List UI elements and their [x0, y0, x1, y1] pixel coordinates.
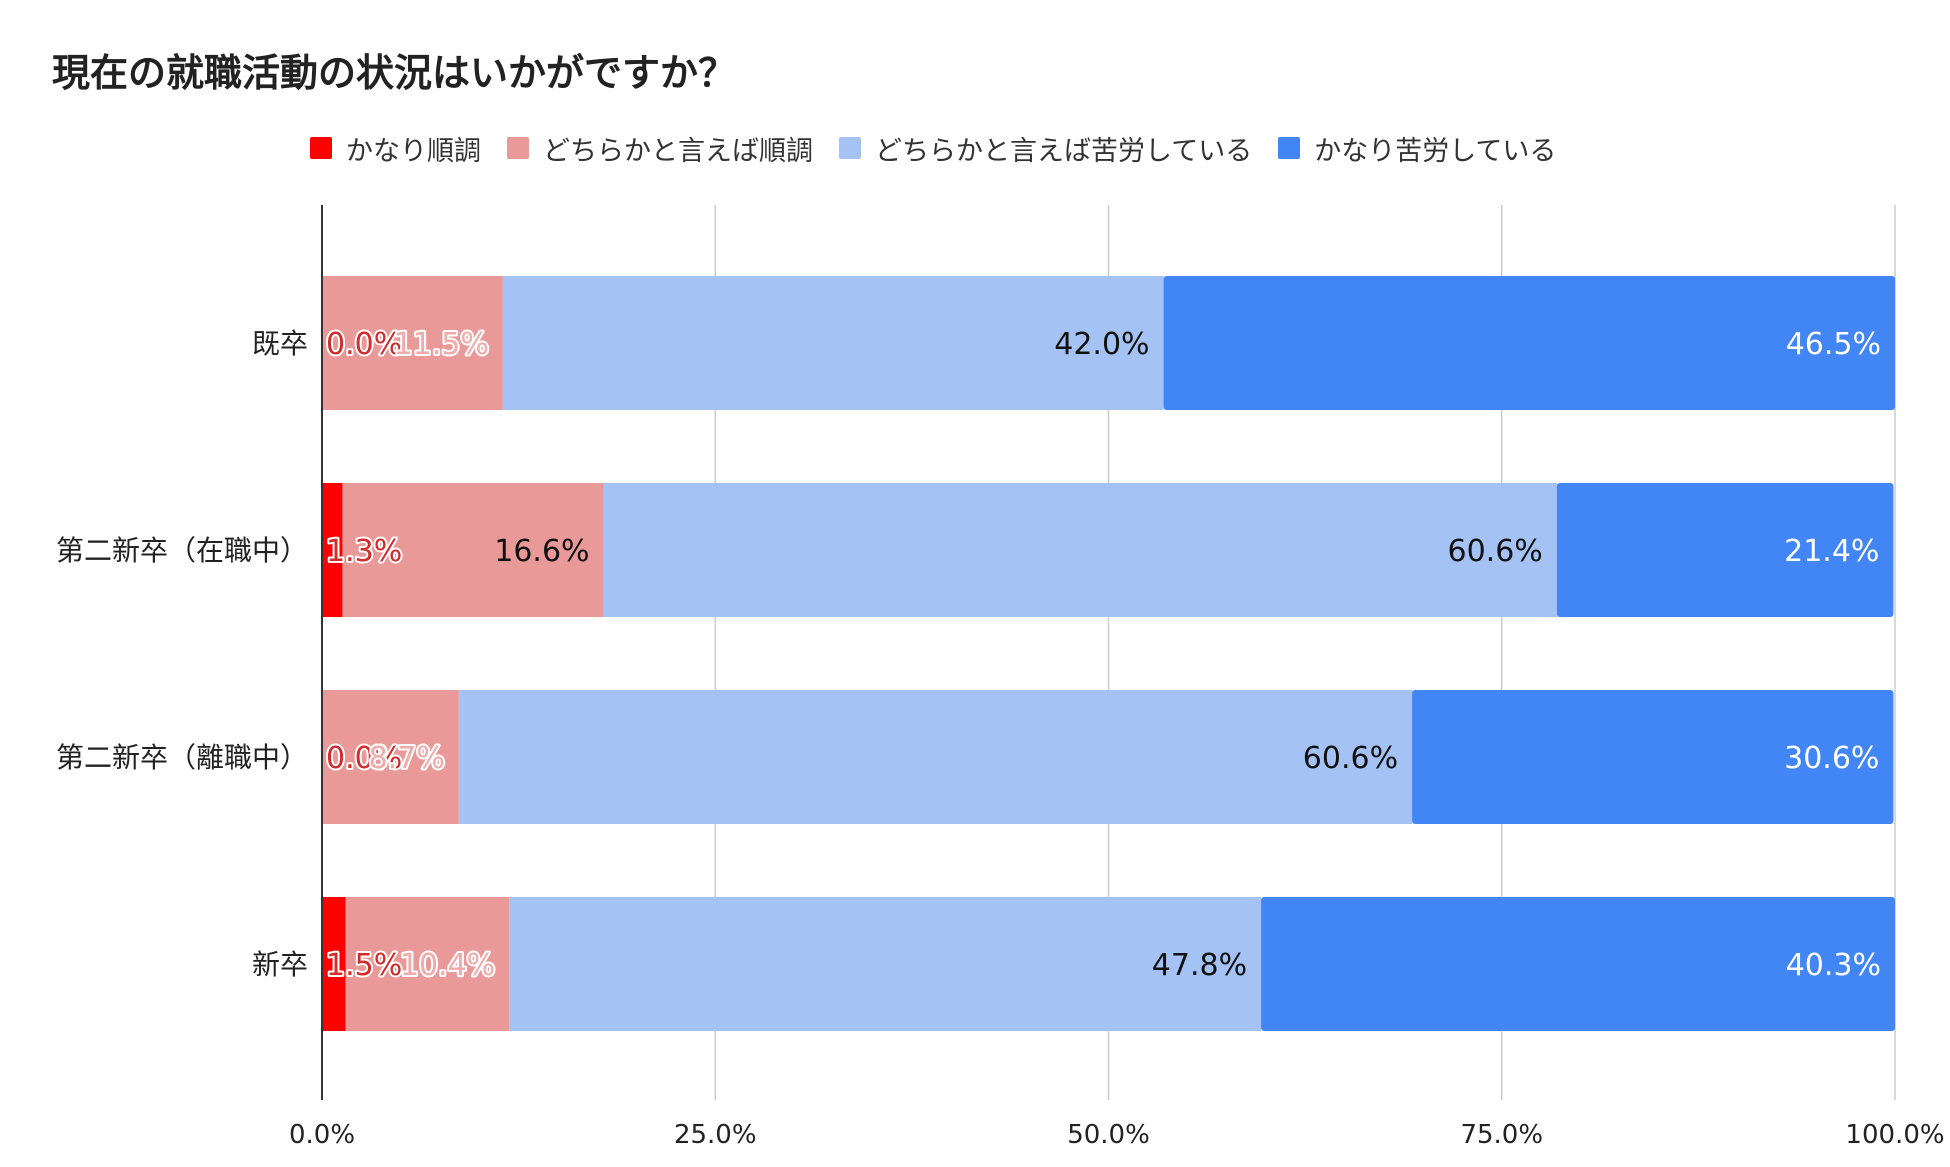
x-tick-label: 75.0% [1460, 1120, 1543, 1150]
bar-segment [345, 897, 510, 1031]
data-label: 30.6% [1784, 741, 1879, 776]
x-tick-label: 0.0% [289, 1120, 355, 1150]
data-label: 40.3% [1786, 948, 1881, 983]
data-label: 16.6% [494, 534, 589, 569]
data-label: 47.8% [1152, 948, 1247, 983]
legend-item: どちらかと言えば苦労している [839, 129, 1252, 168]
legend-swatch [310, 137, 332, 159]
legend-item: どちらかと言えば順調 [507, 129, 813, 168]
data-label: 0.0% [326, 327, 402, 362]
data-label: 1.5% [326, 948, 402, 983]
legend-label: どちらかと言えば順調 [543, 135, 813, 167]
data-label: 46.5% [1786, 327, 1881, 362]
category-label: 新卒 [252, 948, 308, 981]
legend-item: かなり順調 [310, 129, 481, 168]
bar-segment [322, 690, 459, 824]
data-label: 8.7% [369, 741, 445, 776]
bar-segment [1556, 483, 1894, 617]
category-label: 第二新卒（離職中） [56, 741, 308, 774]
legend-swatch [507, 137, 529, 159]
data-label: 11.5% [394, 327, 489, 362]
data-label: 10.4% [400, 948, 495, 983]
data-label: 42.0% [1054, 327, 1149, 362]
legend-swatch [1278, 137, 1301, 159]
x-tick-label: 100.0% [1845, 1120, 1944, 1150]
x-tick-label: 25.0% [674, 1120, 757, 1150]
data-label: 60.6% [1303, 741, 1398, 776]
data-label: 1.3% [326, 534, 402, 569]
bar-segment [458, 690, 1413, 824]
bar-segment [603, 483, 1557, 617]
bar-segment [322, 897, 346, 1031]
chart-title: 現在の就職活動の状況はいかがですか？ [52, 51, 737, 95]
bar-segment [1261, 897, 1895, 1031]
bar-segment [322, 276, 503, 410]
x-tick-label: 50.0% [1067, 1120, 1150, 1150]
legend: かなり順調 どちらかと言えば順調 どちらかと言えば苦労している かなり苦労してい… [310, 128, 1582, 168]
data-label: 21.4% [1784, 534, 1879, 569]
category-label: 第二新卒（在職中） [56, 534, 308, 567]
legend-label: かなり苦労している [1314, 135, 1557, 167]
bar-segment [1412, 690, 1894, 824]
bar-segment [502, 276, 1164, 410]
data-label: 0.0% [326, 741, 402, 776]
data-label: 60.6% [1447, 534, 1542, 569]
bar-segment [342, 483, 604, 617]
bar-segment [322, 483, 343, 617]
legend-label: かなり順調 [346, 135, 481, 167]
category-label: 既卒 [252, 327, 308, 360]
legend-label: どちらかと言えば苦労している [875, 135, 1253, 167]
bar-segment [509, 897, 1262, 1031]
legend-swatch [839, 137, 861, 159]
bar-segment [1163, 276, 1895, 410]
legend-item: かなり苦労している [1278, 129, 1556, 168]
